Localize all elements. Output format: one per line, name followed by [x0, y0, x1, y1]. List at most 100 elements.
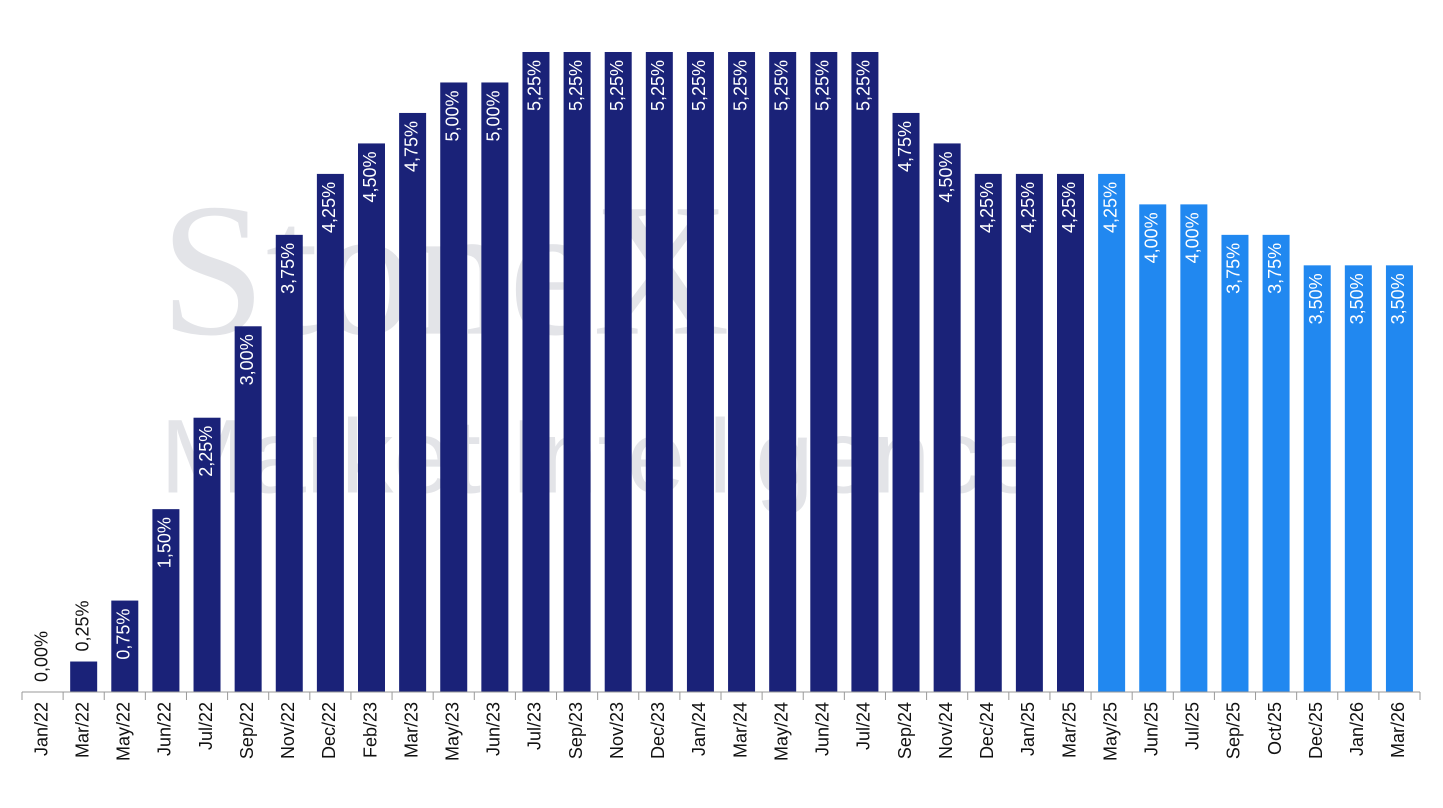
bar	[316, 173, 344, 692]
bar	[645, 52, 673, 692]
value-label: 2,25%	[196, 426, 216, 477]
bar	[152, 509, 180, 692]
value-label: 4,25%	[1018, 182, 1038, 233]
x-tick-label: Jan/22	[31, 702, 51, 756]
bar	[193, 417, 221, 692]
bar	[1262, 234, 1290, 692]
x-tick-label: Oct/25	[1265, 702, 1285, 755]
value-label: 0,25%	[72, 600, 92, 651]
value-label: 5,25%	[813, 60, 833, 111]
value-label: 5,00%	[442, 90, 462, 141]
x-tick-label: Jan/26	[1347, 702, 1367, 756]
bar	[810, 52, 838, 692]
x-tick-label: Dec/22	[319, 702, 339, 759]
value-label: 5,25%	[730, 60, 750, 111]
value-label: 4,00%	[1183, 212, 1203, 263]
value-label: 4,50%	[360, 151, 380, 202]
bar	[892, 112, 920, 692]
value-label: 5,25%	[525, 60, 545, 111]
bar	[358, 143, 385, 692]
x-tick-label: Jul/24	[854, 702, 874, 750]
bar	[522, 52, 550, 692]
value-label: 5,25%	[607, 60, 627, 111]
bar	[563, 52, 591, 692]
bar	[1098, 173, 1126, 692]
value-label: 5,25%	[648, 60, 668, 111]
x-tick-label: Jul/23	[525, 702, 545, 750]
value-label: 5,25%	[689, 60, 709, 111]
value-label: 5,25%	[771, 60, 791, 111]
x-tick-label: Jan/25	[1018, 702, 1038, 756]
x-tick-label: Jan/24	[689, 702, 709, 756]
value-label: 4,50%	[936, 151, 956, 202]
bar	[728, 52, 756, 692]
x-tick-label: Sep/24	[895, 702, 915, 759]
bar	[769, 52, 797, 692]
bar	[1180, 204, 1208, 692]
x-tick-label: Mar/25	[1059, 702, 1079, 758]
bar	[686, 52, 714, 692]
x-tick-label: Mar/26	[1388, 702, 1408, 758]
bar	[399, 112, 427, 692]
x-tick-label: Mar/22	[72, 702, 92, 758]
x-tick-label: Mar/24	[730, 702, 750, 758]
bar	[481, 82, 509, 692]
value-label: 3,50%	[1306, 273, 1326, 324]
value-label: 4,25%	[977, 182, 997, 233]
bar	[234, 326, 262, 692]
bar	[933, 143, 961, 692]
bar	[70, 661, 98, 692]
x-tick-label: Jul/25	[1183, 702, 1203, 750]
bar	[1139, 204, 1167, 692]
x-tick-label: May/24	[771, 702, 791, 761]
x-tick-label: May/25	[1100, 702, 1120, 761]
bar	[604, 52, 632, 692]
value-label: 4,25%	[1059, 182, 1079, 233]
x-tick-label: Feb/23	[360, 702, 380, 758]
bar	[1057, 173, 1084, 692]
bar	[1344, 265, 1372, 692]
bar	[111, 600, 139, 692]
bar	[275, 234, 303, 692]
x-tick-label: Nov/24	[936, 702, 956, 759]
value-label: 3,00%	[237, 334, 257, 385]
bar	[1221, 234, 1249, 692]
value-label: 0,00%	[31, 631, 51, 682]
x-tick-label: Sep/23	[566, 702, 586, 759]
value-label: 4,00%	[1141, 212, 1161, 263]
value-label: 5,25%	[566, 60, 586, 111]
x-tick-label: Jun/22	[155, 702, 175, 756]
value-label: 3,50%	[1347, 273, 1367, 324]
x-tick-label: Sep/25	[1224, 702, 1244, 759]
x-tick-label: May/23	[442, 702, 462, 761]
x-tick-label: Jun/24	[813, 702, 833, 756]
x-tick-label: Jul/22	[196, 702, 216, 750]
x-tick-label: Mar/23	[401, 702, 421, 758]
value-label: 4,75%	[401, 121, 421, 172]
value-label: 4,75%	[895, 121, 915, 172]
bar	[1303, 265, 1331, 692]
x-tick-label: Dec/23	[648, 702, 668, 759]
value-label: 4,25%	[1100, 182, 1120, 233]
value-label: 3,50%	[1388, 273, 1408, 324]
bar	[440, 82, 468, 692]
x-tick-label: Jun/25	[1141, 702, 1161, 756]
bar	[851, 52, 879, 692]
x-tick-label: Dec/24	[977, 702, 997, 759]
x-tick-label: Nov/23	[607, 702, 627, 759]
value-label: 5,25%	[854, 60, 874, 111]
bar	[974, 173, 1002, 692]
value-label: 3,75%	[1224, 243, 1244, 294]
value-label: 3,75%	[1265, 243, 1285, 294]
x-tick-label: Jun/23	[484, 702, 504, 756]
value-label: 1,50%	[155, 517, 175, 568]
x-tick-label: Dec/25	[1306, 702, 1326, 759]
value-label: 4,25%	[319, 182, 339, 233]
value-label: 5,00%	[484, 90, 504, 141]
value-label: 0,75%	[114, 609, 134, 660]
x-tick-label: Sep/22	[237, 702, 257, 759]
bar	[1385, 265, 1413, 692]
value-label: 3,75%	[278, 243, 298, 294]
x-tick-label: May/22	[114, 702, 134, 761]
